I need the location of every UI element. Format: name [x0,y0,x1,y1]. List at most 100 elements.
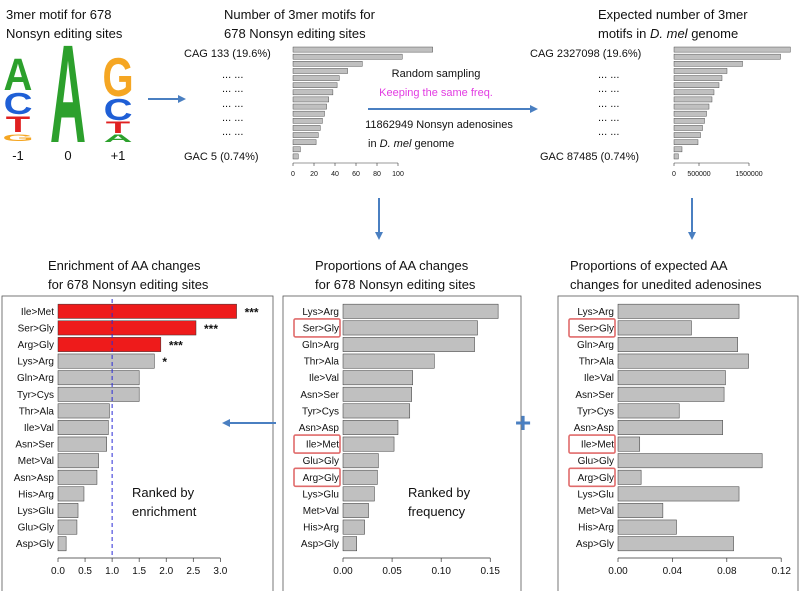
enrichment-bar [57,469,98,485]
enrichment-tick-label: 0.0 [51,566,65,577]
prop-exp-bar [617,536,734,552]
enrichment-category-label: Asn>Asp [14,473,55,484]
enrichment-category-label: Met>Val [18,456,54,467]
prop-exp-bar [617,403,680,419]
enrichment-significance-label: *** [169,339,183,353]
enrichment-significance-label: *** [245,305,259,319]
expected-bar [673,132,701,138]
prop-edit-category-label: Asp>Gly [301,539,339,550]
enrichment-bar [57,337,162,352]
enrichment-annotation-line2: enrichment [132,504,197,519]
enrichment-bar [57,386,140,402]
motif-counts-chart: 0 20 40 60 80 100 [291,46,433,178]
enrichment-tick-label: 2.5 [186,566,200,577]
counts-ellipsis-group: ... ... ... ... ... ... ... ... ... ... [222,69,243,138]
prop-exp-category-label: Arg>Gly [578,473,614,484]
logo-letter-c-icon: C [104,93,133,127]
counts-ellipsis: ... ... [222,83,243,95]
prop-exp-category-label: Ile>Met [581,440,614,451]
prop-edit-bar [342,453,379,469]
prop-edit-highlight-box [293,467,341,488]
counts-bar [292,46,433,53]
prop-exp-bar [617,503,664,518]
counts-tick-label: 40 [331,171,339,178]
enrichment-bar [57,420,109,435]
expected-bar [673,61,743,67]
counts-bar [292,103,327,110]
counts-tick-label: 100 [392,171,404,178]
enrichment-category-label: Ile>Val [24,423,54,434]
logo-position-plus1: +1 [111,148,126,163]
prop-edit-title-line2: for 678 Nonsyn editing sites [315,277,476,292]
enrichment-category-label: Asn>Ser [15,440,54,451]
enrichment-category-label: Ile>Met [21,307,54,318]
prop-edit-tick-label: 0.05 [382,566,402,577]
prop-exp-category-label: His>Arg [578,523,614,534]
prop-edit-tick-label: 0.00 [333,566,353,577]
prop-edit-category-label: Ile>Val [309,373,339,384]
logo-letter-a-icon: A [50,17,86,173]
counts-bar [292,53,403,60]
prop-edit-bar [342,386,412,402]
prop-edit-category-label: Asn>Ser [300,390,339,401]
enrichment-bar [57,503,79,518]
prop-exp-bar [617,420,723,435]
logo-letter-g-icon: G [2,133,33,144]
prop-exp-category-label: Lys>Arg [577,307,614,318]
prop-edit-bar [342,436,395,452]
expected-first-label: CAG 2327098 (19.6%) [530,48,641,60]
enrichment-bar [57,536,67,552]
expected-title-line2: motifs in D. mel genome [598,26,738,41]
expected-bar [673,146,683,153]
expected-ellipsis: ... ... [598,98,619,110]
expected-bar [673,75,723,81]
prop-edit-category-label: Arg>Gly [303,473,339,484]
prop-edit-tick-label: 0.15 [481,566,501,577]
prop-edit-category-label: Ile>Met [306,440,339,451]
expected-ellipsis-group: ... ... ... ... ... ... ... ... ... ... [598,69,619,138]
prop-edit-category-label: Glu>Gly [303,456,339,467]
expected-bar [673,139,699,145]
prop-edit-highlight-box [293,318,341,338]
plus-sign: + [515,407,531,438]
counts-tick-label: 20 [310,171,318,178]
prop-exp-bar [617,519,677,535]
expected-bar [673,103,710,110]
prop-exp-highlight-box [568,434,616,454]
prop-exp-category-label: Thr>Ala [579,357,615,368]
counts-bar [292,61,363,67]
prop-edit-category-label: Thr>Ala [304,357,340,368]
prop-exp-frame [557,295,799,591]
enrichment-chart: Ile>Met *** Ser>Gly *** Arg>Gly *** Lys>Arg * Gl… [14,299,259,577]
logo-position-0: 0 [64,148,71,163]
prop-edit-bar [342,320,478,336]
prop-exp-bar [617,469,642,485]
prop-exp-category-label: Tyr>Cys [577,406,614,417]
prop-exp-tick-label: 0.04 [663,566,683,577]
counts-title-line1: Number of 3mer motifs for [224,7,376,22]
prop-exp-category-label: Asn>Ser [575,390,614,401]
enrichment-category-label: Lys>Arg [17,357,54,368]
prop-edit-bar [342,303,499,319]
enrichment-bar [57,403,110,419]
enrichment-category-label: Ser>Gly [18,323,54,334]
counts-bar [292,96,329,103]
prop-exp-bar [617,320,692,336]
prop-exp-tick-label: 0.08 [717,566,737,577]
expected-ellipsis: ... ... [598,112,619,124]
enrichment-category-label: Tyr>Cys [17,390,54,401]
logo-title-line2: Nonsyn editing sites [6,26,123,41]
expected-ellipsis: ... ... [598,69,619,81]
counts-bar [292,139,317,145]
counts-tick-label: 0 [291,171,295,178]
expected-ellipsis: ... ... [598,126,619,138]
counts-ellipsis: ... ... [222,69,243,81]
expected-bar [673,82,720,88]
prop-edit-category-label: Tyr>Cys [302,406,339,417]
enrichment-bar [57,486,85,502]
logo-letter-a-icon: A [4,50,33,101]
logo-title-line1: 3mer motif for 678 [6,7,112,22]
prop-exp-category-label: Asn>Asp [574,423,615,434]
prop-edit-highlight-box [293,434,341,454]
prop-exp-tick-label: 0.00 [608,566,628,577]
